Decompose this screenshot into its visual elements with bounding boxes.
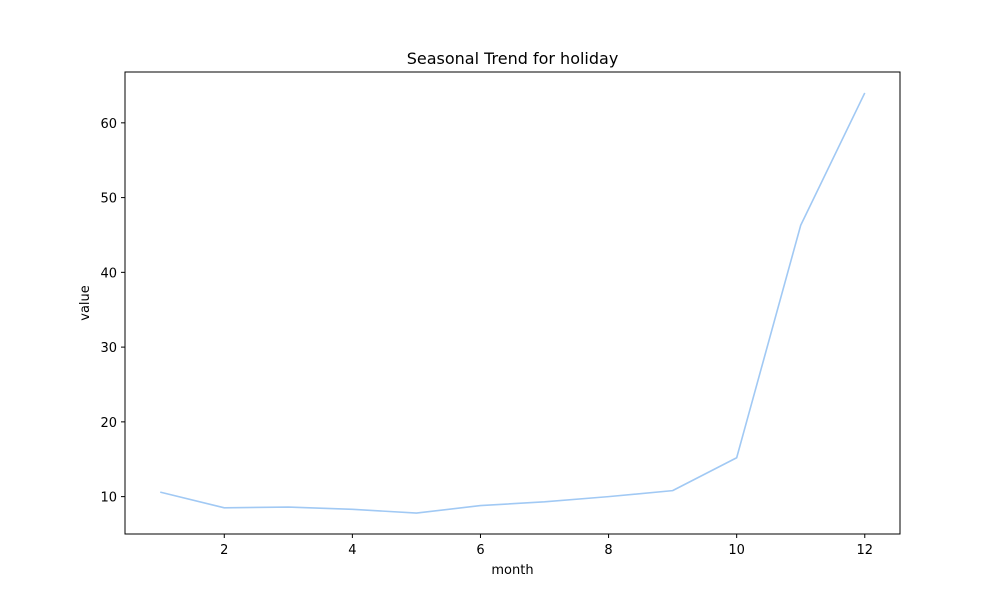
y-tick-label: 50 <box>100 192 117 207</box>
x-tick-label: 4 <box>348 543 356 558</box>
y-axis-label: value <box>78 285 93 321</box>
y-tick-label: 30 <box>100 341 117 356</box>
x-tick-label: 6 <box>476 543 484 558</box>
x-axis-label: month <box>491 563 533 578</box>
series-line-0 <box>160 92 866 514</box>
x-tick-label: 8 <box>604 543 612 558</box>
y-tick-label: 40 <box>100 266 117 281</box>
x-axis-ticks: 2 4 6 8 10 12 <box>220 534 873 558</box>
plot-area <box>160 92 866 514</box>
y-tick-label: 10 <box>100 491 117 506</box>
plot-frame <box>124 71 901 535</box>
chart-title: Seasonal Trend for holiday <box>407 49 619 68</box>
x-tick-label: 10 <box>728 543 745 558</box>
y-tick-label: 20 <box>100 416 117 431</box>
x-tick-label: 12 <box>856 543 873 558</box>
y-axis-ticks: 10 20 30 40 50 60 <box>100 117 125 506</box>
x-tick-label: 2 <box>220 543 228 558</box>
y-tick-label: 60 <box>100 117 117 132</box>
